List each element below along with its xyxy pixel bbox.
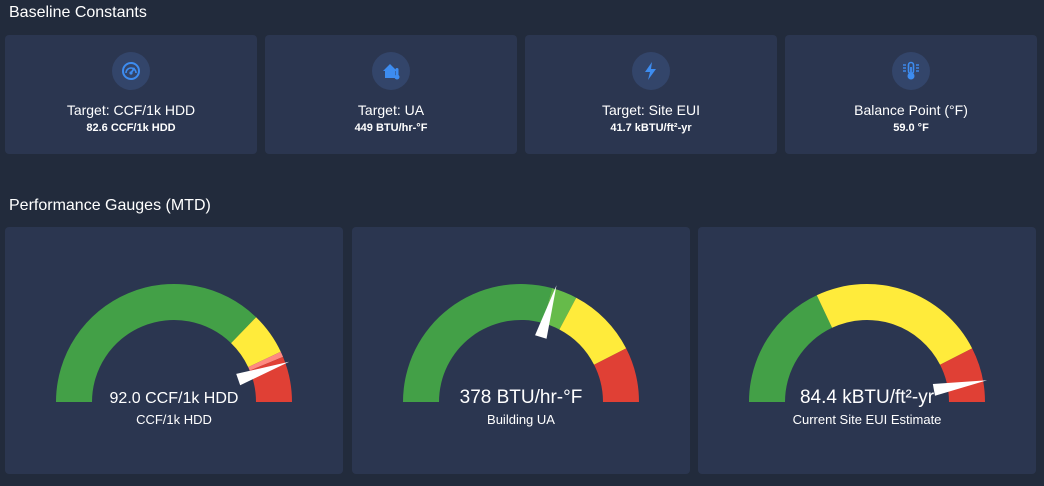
gauge-eui [749, 284, 988, 402]
gauge-needle [236, 361, 290, 386]
constant-value: 82.6 CCF/1k HDD [86, 122, 176, 134]
gauge-ccf [56, 284, 292, 402]
gauge-band-3 [249, 356, 292, 402]
gauge-band-0 [749, 295, 833, 402]
gauge-band-1 [231, 317, 281, 368]
constant-label: Target: Site EUI [601, 102, 701, 118]
constant-value: 59.0 °F [893, 122, 929, 134]
gauge-needle [535, 285, 557, 339]
gauge-label: Current Site EUI Estimate [792, 412, 942, 427]
gauge-needle [932, 380, 988, 396]
constant-value: 449 BTU/hr-°F [354, 122, 428, 134]
gauge-band-1 [816, 284, 973, 365]
gauge-value: 92.0 CCF/1k HDD [109, 390, 239, 407]
house-thermometer-icon [372, 52, 410, 90]
lightning-bolt-icon [632, 52, 670, 90]
gauge-band-0 [403, 284, 553, 402]
gauge-card-ua: 378 BTU/hr-°F Building UA [352, 227, 690, 474]
thermometer-icon [892, 52, 930, 90]
constant-card-balance-point: Balance Point (°F) 59.0 °F [785, 35, 1037, 154]
gauge-band-2 [559, 297, 627, 365]
constant-label: Balance Point (°F) [854, 102, 968, 118]
gauge-card-eui: 84.4 kBTU/ft²-yr Current Site EUI Estima… [698, 227, 1036, 474]
speedometer-icon [112, 52, 150, 90]
performance-gauges-title: Performance Gauges (MTD) [9, 197, 211, 214]
gauge-label: CCF/1k HDD [136, 412, 212, 427]
gauge-band-2 [248, 351, 284, 371]
gauge-value: 84.4 kBTU/ft²-yr [799, 387, 935, 408]
gauge-band-3 [594, 348, 639, 402]
constant-card-ua: Target: UA 449 BTU/hr-°F [265, 35, 517, 154]
constant-card-ccf: Target: CCF/1k HDD 82.6 CCF/1k HDD [5, 35, 257, 154]
gauge-ua [403, 284, 639, 402]
constant-card-eui: Target: Site EUI 41.7 kBTU/ft²-yr [525, 35, 777, 154]
baseline-constants-title: Baseline Constants [9, 4, 147, 21]
constant-value: 41.7 kBTU/ft²-yr [610, 122, 692, 134]
gauge-value: 378 BTU/hr-°F [459, 387, 583, 408]
constant-label: Target: UA [357, 102, 425, 118]
gauge-card-ccf: 92.0 CCF/1k HDD CCF/1k HDD [5, 227, 343, 474]
gauge-band-0 [56, 284, 257, 402]
constant-label: Target: CCF/1k HDD [66, 102, 196, 118]
gauge-label: Building UA [487, 412, 555, 427]
